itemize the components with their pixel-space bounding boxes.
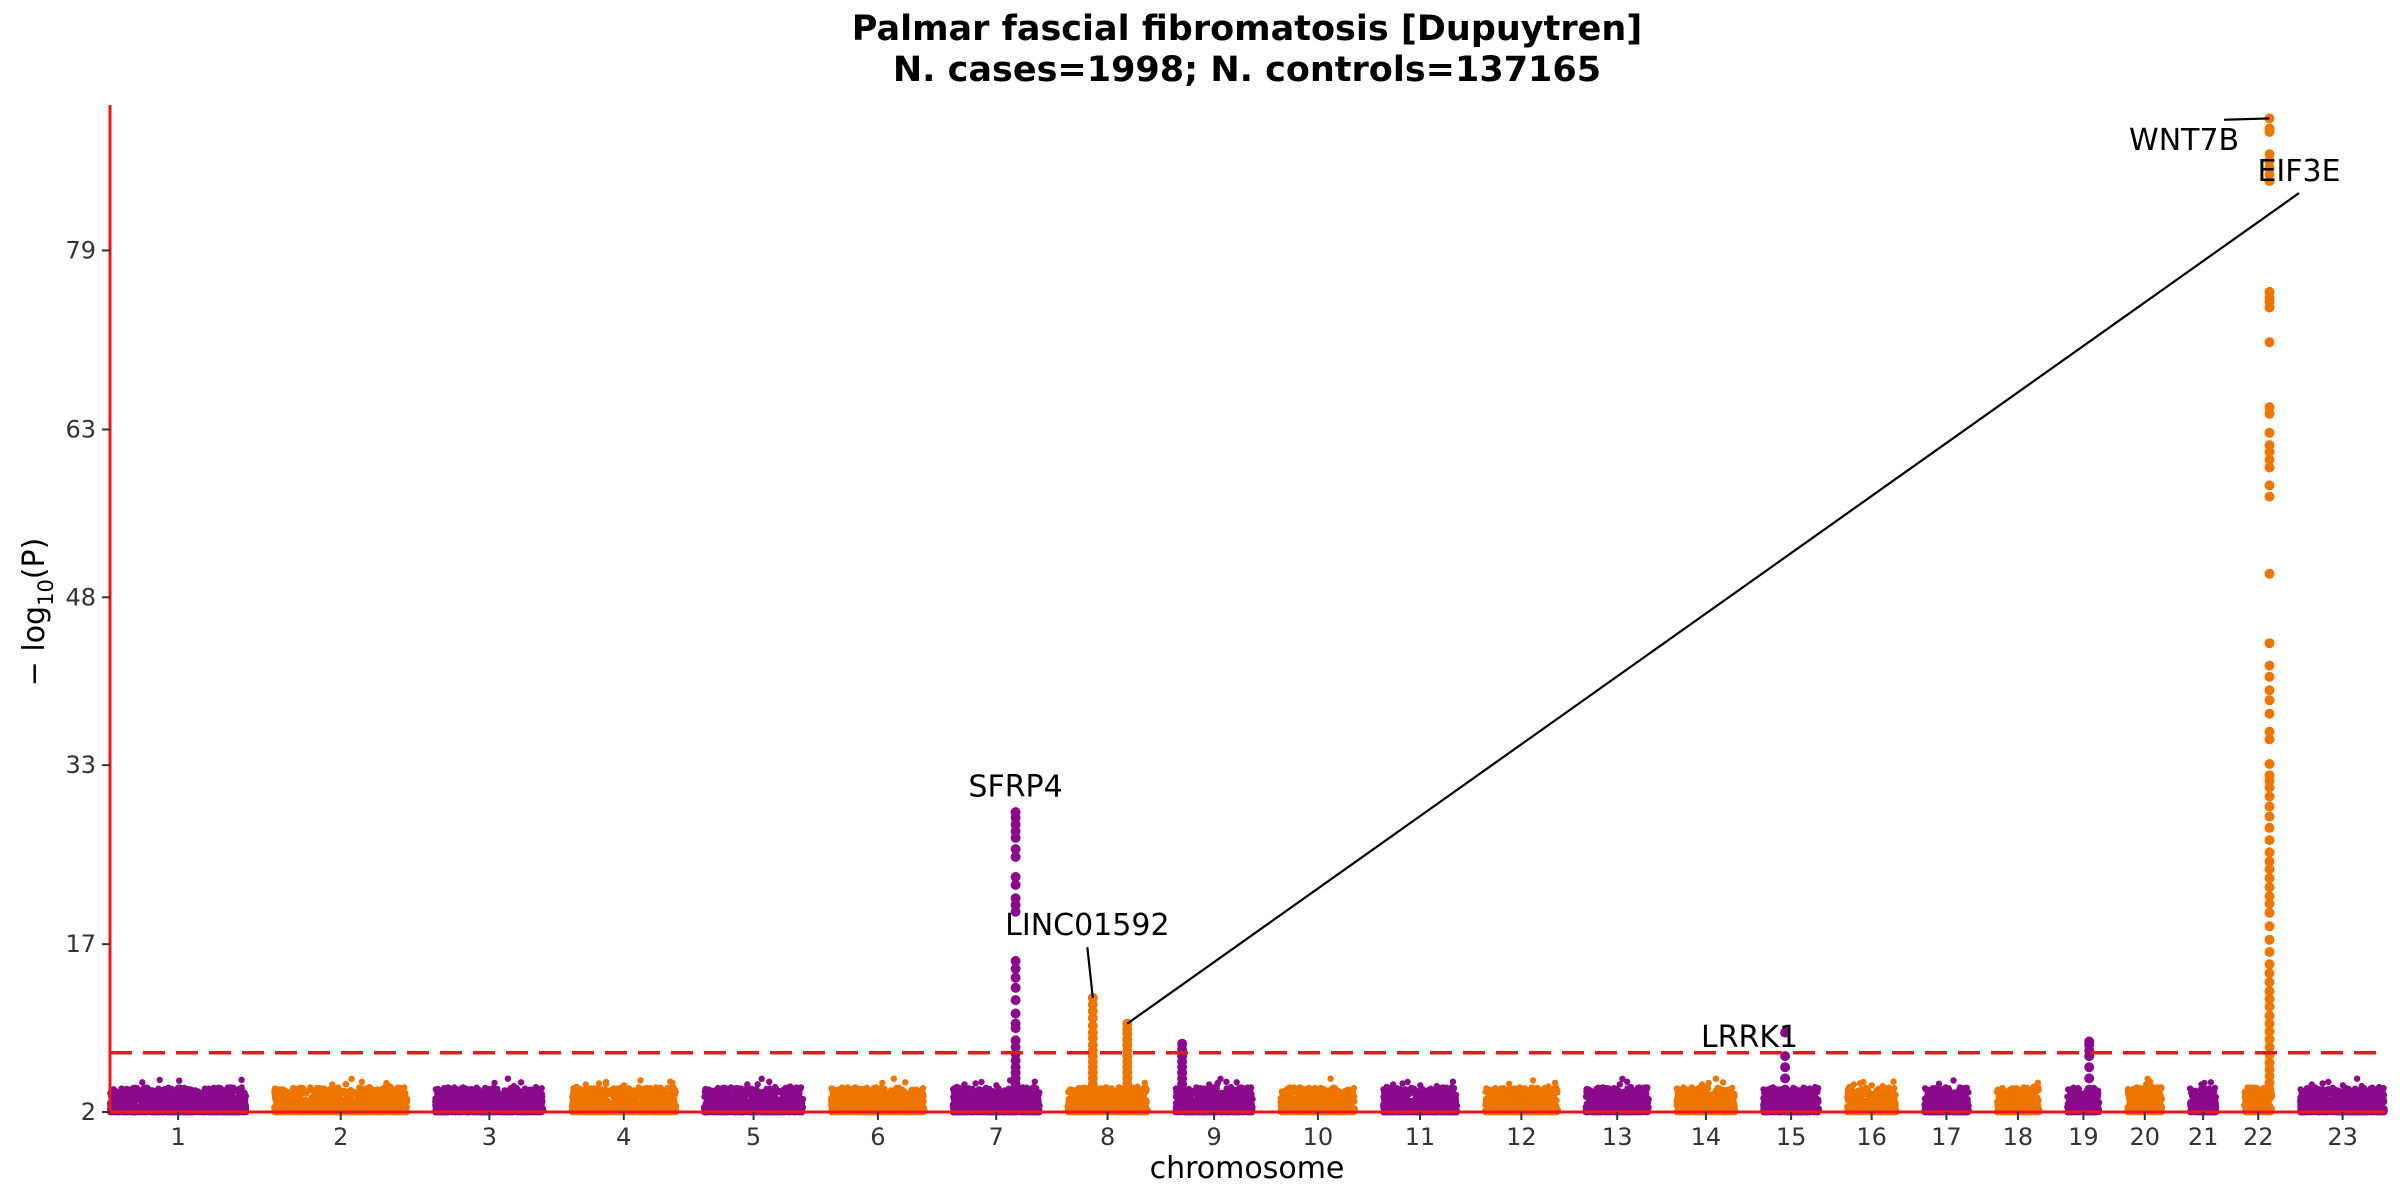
data-point [307,1084,314,1091]
data-point [214,1094,222,1101]
data-point [241,1089,248,1097]
data-point [156,1091,163,1098]
data-point [456,1087,463,1094]
data-point [371,1096,379,1104]
data-point [153,1099,161,1106]
data-point [432,1086,439,1093]
data-point [493,1104,500,1111]
data-point [292,1104,299,1111]
data-point [513,1084,520,1092]
data-point [500,1100,507,1108]
chromosome-points-3 [432,1075,547,1116]
data-point [282,1099,289,1106]
data-point [165,1098,173,1106]
data-points [106,113,2388,1116]
data-point [527,1086,534,1093]
data-point [463,1089,471,1097]
data-point [230,1087,238,1095]
data-point [282,1104,289,1112]
data-point [399,1097,407,1105]
data-point [302,1090,310,1097]
data-point [532,1083,540,1091]
data-point [185,1098,192,1105]
data-point [199,1098,206,1105]
data-point [381,1097,388,1105]
chromosome-points-2 [271,1075,411,1116]
data-point [230,1099,237,1106]
data-point [485,1089,492,1097]
data-point [466,1102,473,1109]
data-point [335,1084,342,1091]
data-point [338,1096,346,1103]
data-point [459,1097,466,1104]
data-point [512,1096,520,1103]
data-point [145,1086,152,1093]
data-point [396,1084,404,1092]
data-point [317,1099,324,1106]
data-point [392,1092,399,1099]
data-point [195,1092,202,1100]
data-point [178,1103,185,1110]
data-point [320,1092,328,1099]
data-point [538,1085,545,1092]
data-point [521,1085,529,1092]
data-point [276,1089,283,1097]
data-point [637,1077,644,1084]
data-point [159,1098,166,1105]
data-point [120,1098,128,1105]
data-point [521,1102,528,1109]
data-point [111,1093,118,1100]
data-point [356,1096,363,1103]
data-point [237,1094,244,1102]
data-point [343,1081,350,1088]
data-point [346,1094,354,1101]
data-point [376,1087,384,1094]
data-point [220,1103,227,1110]
data-point [331,1089,338,1096]
data-point [348,1075,355,1083]
data-point [116,1090,124,1097]
data-point [444,1091,452,1099]
data-point [506,1090,513,1097]
data-point [111,1099,119,1106]
data-point [182,1089,189,1097]
data-point [162,1088,169,1095]
chromosome-points-4 [568,1077,680,1116]
data-point [517,1079,525,1086]
data-point [442,1098,449,1105]
data-point [333,1100,340,1107]
data-point [208,1099,216,1107]
chromosome-points-1 [106,1076,250,1116]
data-point [473,1084,480,1092]
data-point [504,1075,512,1082]
data-point [297,1098,304,1105]
data-point [367,1085,375,1092]
data-point [472,1097,479,1105]
data-point [446,1085,453,1092]
data-point [176,1077,183,1084]
data-point [358,1078,366,1086]
data-point [390,1086,398,1093]
data-point [365,1091,372,1098]
chart-subtitle: N. cases=1998; N. controls=137165 [893,50,1601,90]
data-point [531,1100,538,1107]
data-point [156,1076,163,1084]
data-point [327,1100,334,1107]
data-point [440,1084,448,1092]
data-point [175,1084,182,1091]
data-point [491,1090,499,1098]
data-point [271,1085,278,1092]
chart-title: Palmar fascial fibromatosis [Dupuytren] [852,9,1643,49]
data-point [303,1100,310,1107]
data-point [238,1076,245,1084]
data-point [134,1095,141,1103]
data-point [131,1088,139,1096]
data-point [311,1101,319,1108]
data-point [139,1079,146,1086]
data-point [448,1098,455,1106]
